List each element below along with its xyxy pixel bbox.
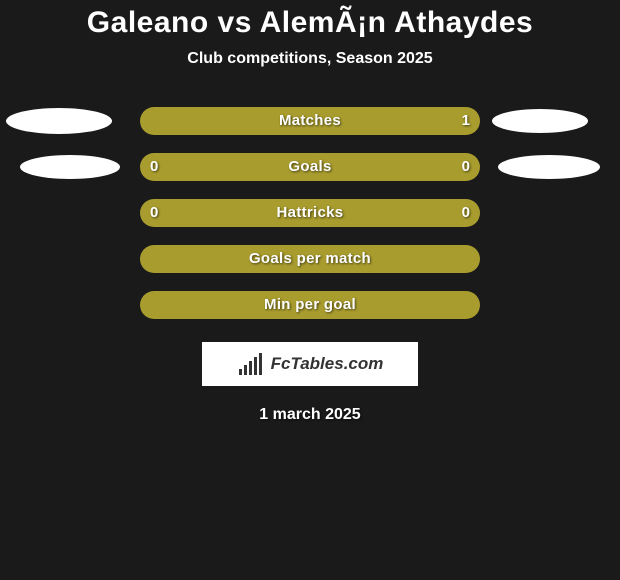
footer-date: 1 march 2025 xyxy=(0,406,620,424)
stat-pill: Min per goal xyxy=(140,291,480,319)
stat-row: Goals per match xyxy=(0,236,620,282)
stat-pill: Matches 1 xyxy=(140,107,480,135)
page-title: Galeano vs AlemÃ¡n Athaydes xyxy=(0,6,620,40)
right-ellipse xyxy=(498,155,600,179)
stat-pill: Goals per match xyxy=(140,245,480,273)
left-ellipse xyxy=(20,155,120,179)
comparison-card: Galeano vs AlemÃ¡n Athaydes Club competi… xyxy=(0,0,620,580)
stat-label: Goals xyxy=(288,153,331,181)
barchart-icon xyxy=(237,353,265,375)
stat-label: Matches xyxy=(279,107,341,135)
stat-row: 0 Goals 0 xyxy=(0,144,620,190)
stat-value-right: 1 xyxy=(462,107,470,135)
stat-row: Min per goal xyxy=(0,282,620,328)
stat-label: Min per goal xyxy=(264,291,356,319)
stat-pill: 0 Goals 0 xyxy=(140,153,480,181)
stat-value-right: 0 xyxy=(462,153,470,181)
stat-value-right: 0 xyxy=(462,199,470,227)
logo-box: FcTables.com xyxy=(202,342,418,386)
stat-value-left: 0 xyxy=(150,199,158,227)
stats-rows: Matches 1 0 Goals 0 0 Hattricks 0 Goals per matc… xyxy=(0,98,620,328)
stat-value-left: 0 xyxy=(150,153,158,181)
stat-row: 0 Hattricks 0 xyxy=(0,190,620,236)
stat-row: Matches 1 xyxy=(0,98,620,144)
logo-text: FcTables.com xyxy=(271,354,384,374)
stat-label: Hattricks xyxy=(277,199,344,227)
right-ellipse xyxy=(492,109,588,133)
subtitle: Club competitions, Season 2025 xyxy=(0,50,620,68)
stat-label: Goals per match xyxy=(249,245,371,273)
stat-pill: 0 Hattricks 0 xyxy=(140,199,480,227)
left-ellipse xyxy=(6,108,112,134)
